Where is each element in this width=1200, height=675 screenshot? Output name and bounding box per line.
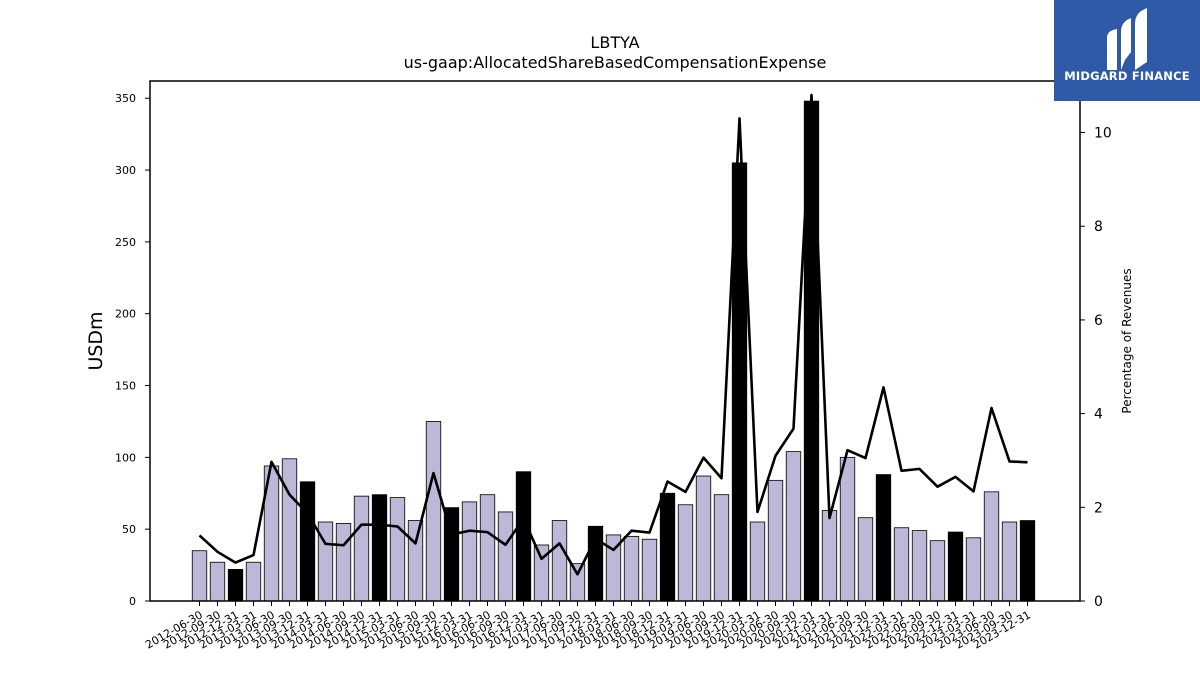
bar [425, 421, 442, 602]
bar [569, 563, 586, 602]
bar [551, 520, 568, 602]
logo-text: MIDGARD FINANCE [1064, 69, 1190, 83]
bar [947, 531, 964, 602]
y-tick-label: 250 [115, 236, 136, 249]
bar [389, 497, 406, 602]
bar [191, 550, 208, 602]
bar [983, 491, 1000, 602]
midgard-logo-icon [1107, 8, 1147, 70]
bar [749, 521, 766, 602]
bar [623, 535, 640, 602]
y-axis-label: USDm [85, 311, 107, 370]
bar [479, 494, 496, 602]
y-axis-right: 0 2 4 6 8 10 [1080, 126, 1112, 610]
bar [785, 451, 802, 602]
bar [1001, 521, 1018, 602]
bar [911, 530, 928, 602]
bar [407, 520, 424, 602]
chart-title: LBTYA [590, 33, 639, 52]
bar [695, 475, 712, 602]
bar [839, 456, 856, 602]
bar [515, 471, 532, 602]
bar [767, 479, 784, 602]
series-line [198, 93, 1028, 576]
brand-logo: MIDGARD FINANCE [1054, 0, 1200, 101]
bar-group [191, 100, 1036, 602]
y-tick-label: 350 [115, 92, 136, 105]
y-axis-left: 0 50 100 150 200 250 300 350 [115, 92, 150, 608]
y2-tick-label: 4 [1094, 407, 1103, 423]
y2-tick-label: 0 [1094, 594, 1103, 610]
bar [641, 538, 658, 602]
bar [353, 495, 370, 602]
bar [965, 537, 982, 602]
y2-tick-label: 8 [1094, 219, 1103, 235]
bar [677, 504, 694, 602]
y-tick-label: 100 [115, 451, 136, 464]
bar [371, 494, 388, 602]
bar [299, 481, 316, 602]
y-tick-label: 150 [115, 380, 136, 393]
y-tick-label: 0 [129, 595, 136, 608]
y-tick-label: 50 [122, 523, 136, 536]
bar [497, 511, 514, 602]
y-tick-label: 200 [115, 308, 136, 321]
bar [857, 517, 874, 602]
bar [929, 540, 946, 602]
bar [893, 527, 910, 602]
bar [209, 561, 226, 602]
y2-tick-label: 2 [1094, 500, 1103, 516]
bar [1019, 520, 1036, 602]
bar [713, 494, 730, 602]
bar [281, 458, 298, 602]
bar [821, 510, 838, 602]
bar [227, 569, 244, 602]
bar [659, 492, 676, 602]
chart-subtitle: us-gaap:AllocatedShareBasedCompensationE… [404, 53, 827, 72]
x-axis: 2012-06-302012-09-302012-12-312013-03-31… [143, 601, 1033, 652]
line-group [198, 93, 1028, 576]
y2-tick-label: 10 [1094, 126, 1112, 142]
y-tick-label: 300 [115, 164, 136, 177]
plot-frame [149, 80, 1081, 602]
y2-tick-label: 6 [1094, 313, 1103, 329]
bar [335, 523, 352, 602]
bar [461, 501, 478, 602]
y2-axis-label: Percentage of Revenues [1120, 268, 1134, 413]
bar [245, 561, 262, 602]
bar [875, 474, 892, 602]
